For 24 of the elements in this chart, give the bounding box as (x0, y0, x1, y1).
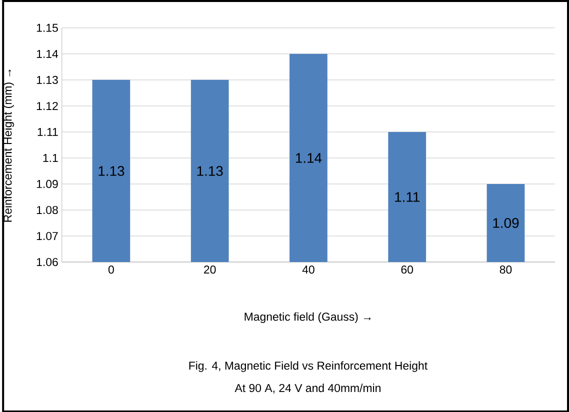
y-tick-label: 1.11 (38, 128, 58, 136)
y-tick-label: 1.07 (36, 232, 58, 240)
caption: Fig. 4, Magnetic Field vs Reinforcement Height (189, 361, 428, 372)
x-tick-label: 0 (108, 265, 114, 274)
y-tick-label: 1.15 (36, 24, 58, 32)
y-tick-label: 1.08 (36, 206, 58, 214)
x-axis-title: Magnetic field (Gauss) → (244, 312, 371, 323)
text: At 90 A, 24 V and 40mm/min (234, 383, 380, 394)
x-tick-label: 20 (204, 265, 216, 274)
y-axis-title: Reinforcement Height (mm) → (3, 69, 14, 222)
x-tick-label: 80 (500, 265, 512, 274)
x-tick-label: 40 (302, 265, 314, 274)
data-label: 1.14 (296, 152, 322, 163)
y-tick-label: 1.13 (36, 76, 58, 84)
data-label: 1.13 (98, 166, 124, 176)
data-label: 1.11 (395, 192, 420, 202)
y-tick-label: 1.06 (36, 258, 58, 266)
y-tick-label: 1.14 (36, 50, 58, 58)
y-tick-label: 1.1 (43, 154, 58, 162)
x-tick-label: 60 (401, 265, 414, 274)
y-tick-label: 1.09 (36, 180, 58, 188)
data-label: 1.13 (197, 166, 223, 176)
data-label: 1.09 (493, 218, 519, 228)
y-tick-label: 1.12 (36, 102, 58, 110)
